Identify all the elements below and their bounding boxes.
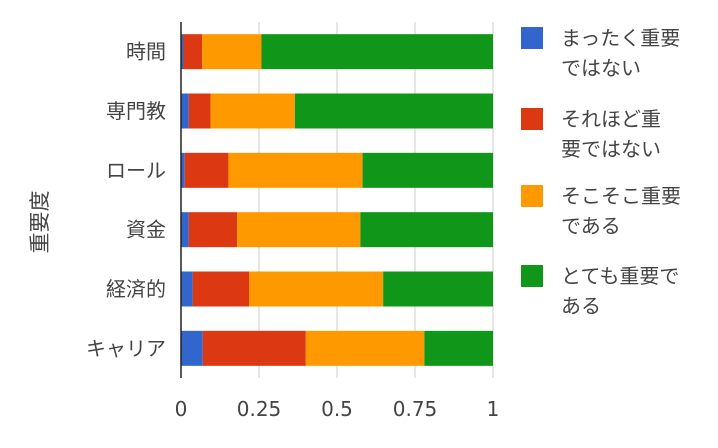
legend-swatch <box>521 27 543 49</box>
legend-swatch <box>521 185 543 207</box>
x-tick-label: 0.75 <box>393 397 438 421</box>
legend-label: まったく重要 <box>561 26 680 50</box>
y-axis-title: 重要度 <box>28 191 52 254</box>
legend-label: それほど重 <box>561 107 661 131</box>
bar-segment <box>181 330 203 366</box>
bar-segment <box>362 152 493 188</box>
y-category-label: 経済的 <box>106 277 166 301</box>
legend-label: である <box>561 214 621 238</box>
legend-swatch <box>521 108 543 130</box>
bar-segment <box>183 34 203 70</box>
bar-segment <box>181 152 185 188</box>
y-category-label: 資金 <box>126 218 166 242</box>
bar-segment <box>202 330 306 366</box>
legend-label: 要ではない <box>561 137 661 161</box>
y-category-label: 専門教 <box>106 99 166 123</box>
bar-segment <box>188 93 211 129</box>
bar-layer <box>181 34 493 366</box>
bar-segment <box>228 152 363 188</box>
x-tick-label: 0.5 <box>321 397 353 421</box>
bar-segment <box>202 34 262 70</box>
legend-label: ではない <box>561 56 641 80</box>
bar-segment <box>192 271 250 307</box>
bar-segment <box>181 212 189 248</box>
bar-segment <box>188 212 238 248</box>
bar-segment <box>181 271 193 307</box>
legend-swatch <box>521 265 543 287</box>
grid-layer <box>258 22 494 378</box>
bar-segment <box>237 212 361 248</box>
legend-label: そこそこ重要 <box>561 184 681 208</box>
bar-segment <box>184 152 229 188</box>
legend-label: ある <box>561 294 601 318</box>
bar-segment <box>360 212 493 248</box>
x-tick-label: 1 <box>487 397 500 421</box>
bar-segment <box>181 93 189 129</box>
bar-segment <box>181 34 184 70</box>
x-tick-label: 0 <box>175 397 188 421</box>
bar-segment <box>261 34 493 70</box>
y-category-label: ロール <box>106 158 166 182</box>
legend-label: とても重要で <box>561 264 679 288</box>
y-category-label: 時間 <box>126 40 166 64</box>
y-category-label: キャリア <box>86 336 166 360</box>
x-tick-label: 0.25 <box>237 397 282 421</box>
bar-segment <box>210 93 295 129</box>
bar-segment <box>383 271 493 307</box>
bar-segment <box>249 271 384 307</box>
bar-segment <box>294 93 493 129</box>
bar-segment <box>424 330 493 366</box>
bar-segment <box>305 330 425 366</box>
